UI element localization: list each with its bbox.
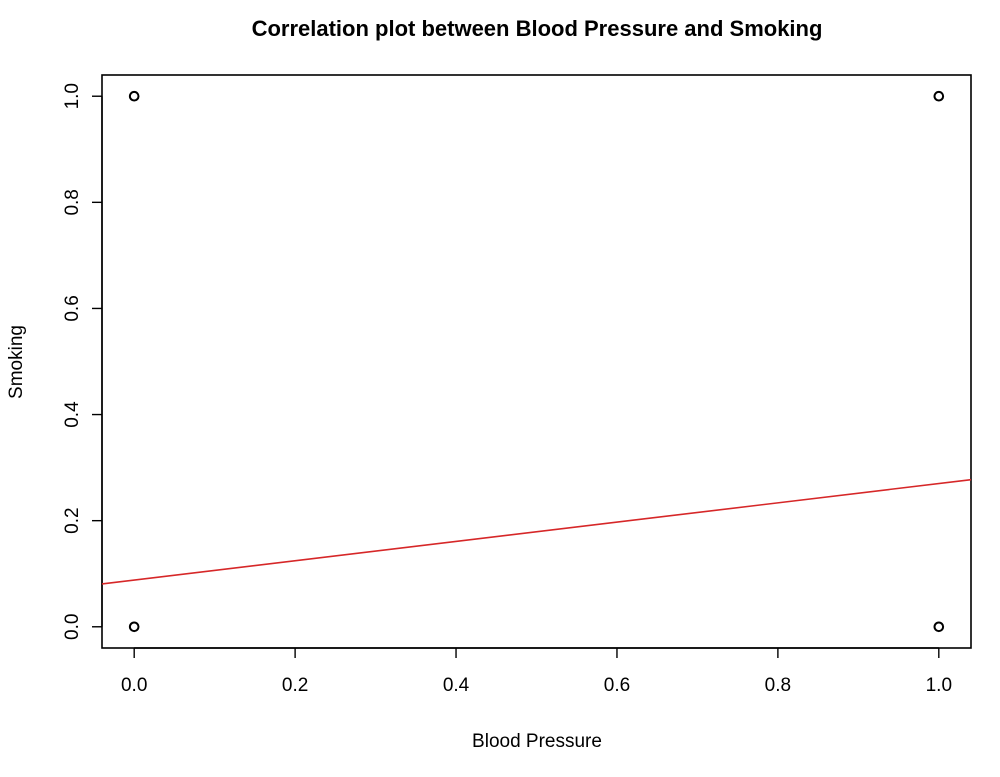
points-layer <box>128 90 945 633</box>
data-point <box>933 621 945 633</box>
x-tick-label: 0.4 <box>443 675 470 696</box>
y-tick-label: 0.6 <box>62 295 83 321</box>
y-tick-label: 0.0 <box>62 614 83 640</box>
regression-line-layer <box>101 478 972 585</box>
x-axis: 0.0 0.2 0.4 0.6 0.8 1.0 <box>121 647 952 696</box>
y-tick-label: 1.0 <box>62 83 83 109</box>
y-tick-label: 0.4 <box>62 401 83 428</box>
x-tick-label: 0.2 <box>282 675 308 696</box>
regression-line <box>101 478 972 585</box>
y-tick-label: 0.2 <box>62 507 83 533</box>
x-tick-label: 1.0 <box>926 675 952 696</box>
x-tick-label: 0.0 <box>121 675 147 696</box>
data-point <box>128 621 140 633</box>
data-point <box>933 90 945 102</box>
x-axis-label: Blood Pressure <box>472 731 602 752</box>
x-tick-label: 0.6 <box>604 675 630 696</box>
y-tick-label: 0.8 <box>62 189 83 215</box>
data-point <box>128 90 140 102</box>
x-tick-label: 0.8 <box>765 675 791 696</box>
chart-title: Correlation plot between Blood Pressure … <box>252 16 823 41</box>
y-axis: 0.0 0.2 0.4 0.6 0.8 1.0 <box>62 83 103 640</box>
y-axis-label: Smoking <box>6 325 27 399</box>
plot-frame <box>101 74 972 649</box>
